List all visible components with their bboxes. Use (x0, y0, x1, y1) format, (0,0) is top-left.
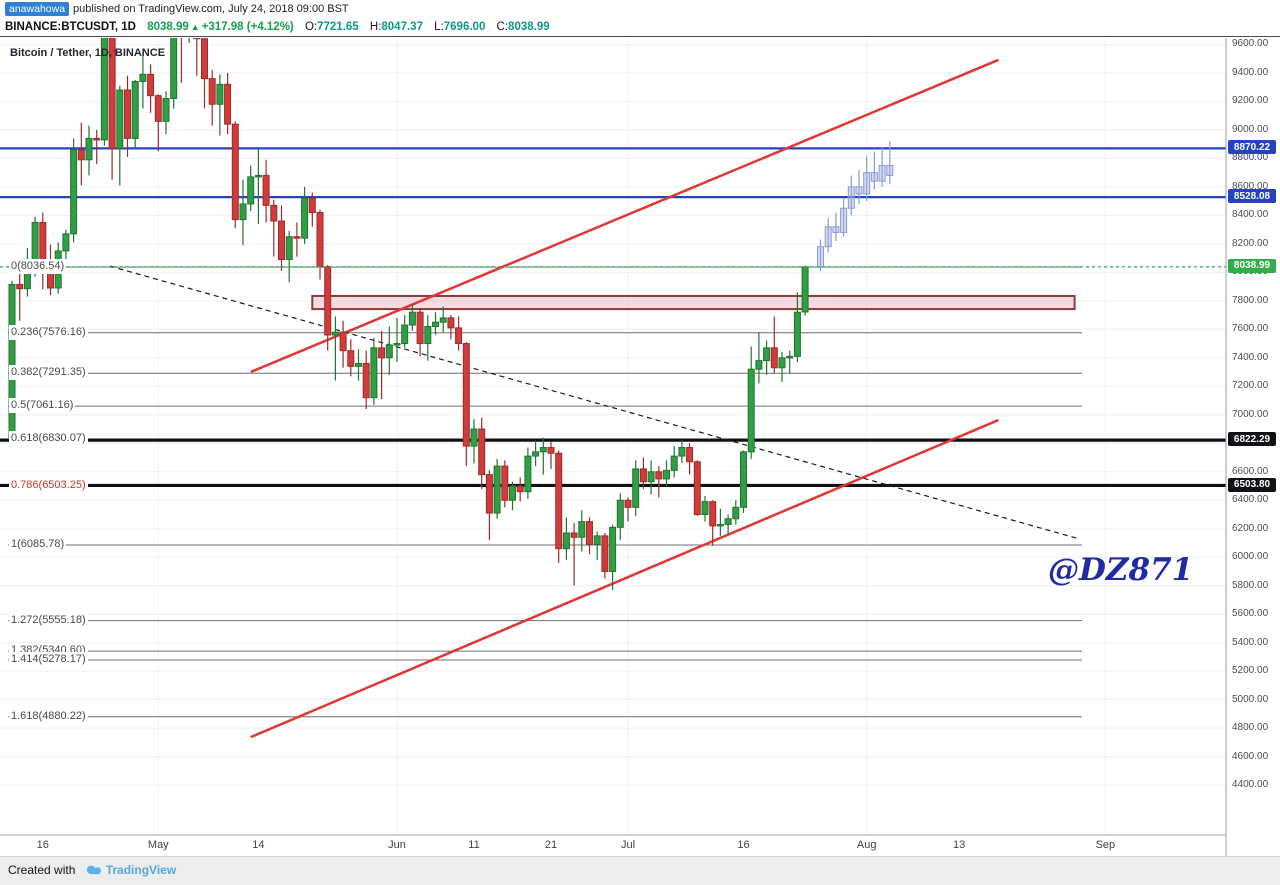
price-change: +317.98 (+4.12%) (202, 21, 294, 33)
publish-info-text: published on TradingView.com, July 24, 2… (73, 3, 349, 15)
symbol-interval-label[interactable]: BINANCE:BTCUSDT, 1D (5, 21, 136, 33)
chart-canvas[interactable] (0, 0, 1280, 885)
author-watermark: @DZ871 (1048, 552, 1193, 588)
chart-symbol-watermark: Bitcoin / Tether, 1D, BINANCE (10, 47, 165, 59)
created-with-text: Created with (8, 863, 75, 877)
close-value: 8038.99 (508, 21, 550, 33)
symbol-info-bar: BINANCE:BTCUSDT, 1D 8038.99▲+317.98 (+4.… (0, 19, 1280, 37)
attribution-bar: Created with TradingView (0, 856, 1280, 885)
last-price: 8038.99 (147, 21, 189, 33)
username-link[interactable]: anawahowa (5, 2, 69, 16)
rising-resistance-line (251, 60, 999, 372)
publish-bar: anawahowa published on TradingView.com, J… (0, 0, 1280, 19)
high-label: H: (370, 21, 382, 33)
high-value: 8047.37 (381, 21, 423, 33)
open-value: 7721.65 (317, 21, 359, 33)
plot-layer (0, 0, 1226, 737)
close-label: C: (497, 21, 509, 33)
tradingview-logo[interactable]: TradingView (86, 863, 176, 877)
up-arrow-icon: ▲ (191, 22, 200, 32)
low-label: L: (434, 21, 444, 33)
open-label: O: (305, 21, 317, 33)
cloud-icon (86, 863, 103, 875)
tradingview-logo-text: TradingView (106, 863, 176, 877)
tradingview-snapshot: anawahowa published on TradingView.com, J… (0, 0, 1280, 885)
low-value: 7696.00 (444, 21, 486, 33)
rising-support-line (251, 420, 999, 737)
